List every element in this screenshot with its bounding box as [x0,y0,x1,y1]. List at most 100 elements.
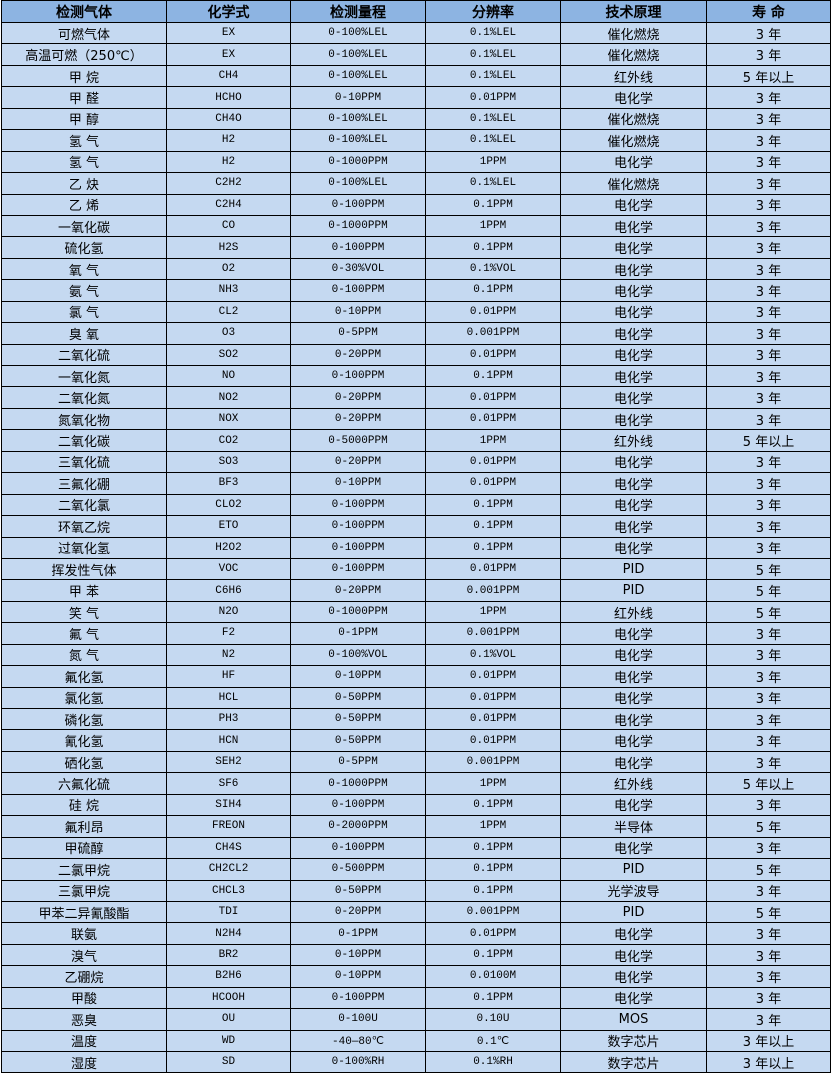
principle-cell: 电化学 [560,493,707,517]
formula-cell: EX [166,43,291,66]
principle-cell: 电化学 [560,965,707,988]
table-row: 甲酸 HCOOH 0-100PPM 0.1PPM 电化学 3 年 [1,986,831,1010]
gas-name-cell: 硫化氢 [1,236,167,259]
gas-name-cell: 六氟化硫 [1,772,167,795]
principle-cell: 电化学 [560,193,707,216]
principle-cell: 电化学 [560,279,707,302]
formula-cell: C2H4 [166,193,291,216]
table-row: 湿度 SD 0-100%RH 0.1%RH 数字芯片 3 年以上 [1,1050,831,1074]
lifetime-cell: 3 年 [706,965,831,988]
gas-name-cell: 乙 烯 [1,193,167,216]
lifetime-cell: 3 年 [706,343,831,367]
lifetime-cell: 3 年 [706,622,831,645]
gas-name-cell: 甲 醇 [1,107,167,131]
table-row: 氯化氢 HCL 0-50PPM 0.01PPM 电化学 3 年 [1,686,831,710]
gas-name-cell: 恶臭 [1,1008,167,1031]
lifetime-cell: 3 年 [706,665,831,688]
principle-cell: 红外线 [560,64,707,88]
formula-cell: ETO [166,515,291,538]
lifetime-cell: 3 年 [706,643,831,667]
formula-cell: BR2 [166,943,291,967]
principle-cell: 电化学 [560,150,707,174]
formula-cell: H2 [166,129,291,152]
gas-name-cell: 磷化氢 [1,707,167,731]
range-cell: 0-100PPM [290,493,426,517]
formula-cell: PH3 [166,707,291,731]
gas-name-cell: 氢 气 [1,129,167,152]
principle-cell: 半导体 [560,815,707,838]
formula-cell: CL2 [166,300,291,324]
resolution-cell: 1PPM [425,150,561,174]
header-principle: 技术原理 [560,0,707,23]
resolution-cell: 1PPM [425,214,561,238]
table-row: 一氧化碳 CO 0-1000PPM 1PPM 电化学 3 年 [1,214,831,238]
range-cell: 0-100PPM [290,515,426,538]
resolution-cell: 0.1PPM [425,986,561,1010]
gas-name-cell: 二氧化硫 [1,343,167,367]
gas-name-cell: 甲苯二异氰酸酯 [1,900,167,924]
gas-name-cell: 可燃气体 [1,21,167,45]
lifetime-cell: 3 年 [706,922,831,945]
table-row: 二氧化碳 CO2 0-5000PPM 1PPM 红外线 5 年以上 [1,429,831,452]
lifetime-cell: 3 年 [706,43,831,66]
gas-name-cell: 甲 醛 [1,86,167,109]
range-cell: 0-100PPM [290,536,426,559]
resolution-cell: 0.1PPM [425,279,561,302]
lifetime-cell: 3 年 [706,515,831,538]
formula-cell: NO [166,364,291,388]
resolution-cell: 0.1%VOL [425,257,561,281]
gas-name-cell: 一氧化碳 [1,214,167,238]
table-row: 溴气 BR2 0-10PPM 0.1PPM 电化学 3 年 [1,943,831,967]
range-cell: -40—80℃ [290,1029,426,1053]
gas-name-cell: 甲 苯 [1,579,167,602]
formula-cell: SF6 [166,772,291,795]
resolution-cell: 0.01PPM [425,557,561,581]
table-row: 氧 气 O2 0-30%VOL 0.1%VOL 电化学 3 年 [1,257,831,281]
table-row: 氮 气 N2 0-100%VOL 0.1%VOL 电化学 3 年 [1,643,831,667]
formula-cell: SD [166,1050,291,1074]
principle-cell: 电化学 [560,686,707,710]
principle-cell: 催化燃烧 [560,107,707,131]
resolution-cell: 0.01PPM [425,450,561,474]
table-row: 二氧化氯 CLO2 0-100PPM 0.1PPM 电化学 3 年 [1,493,831,517]
resolution-cell: 0.01PPM [425,300,561,324]
formula-cell: CLO2 [166,493,291,517]
lifetime-cell: 3 年 [706,172,831,195]
range-cell: 0-100PPM [290,793,426,817]
resolution-cell: 0.1PPM [425,536,561,559]
lifetime-cell: 3 年 [706,21,831,45]
principle-cell: 红外线 [560,600,707,624]
gas-name-cell: 氯化氢 [1,686,167,710]
lifetime-cell: 3 年以上 [706,1050,831,1074]
gas-name-cell: 氟 气 [1,622,167,645]
formula-cell: WD [166,1029,291,1053]
formula-cell: HCL [166,686,291,710]
resolution-cell: 1PPM [425,815,561,838]
range-cell: 0-100PPM [290,986,426,1010]
resolution-cell: 0.01PPM [425,472,561,495]
resolution-cell: 1PPM [425,429,561,452]
lifetime-cell: 3 年以上 [706,1029,831,1053]
table-row: 过氧化氢 H2O2 0-100PPM 0.1PPM 电化学 3 年 [1,536,831,559]
table-row: 氟 气 F2 0-1PPM 0.001PPM 电化学 3 年 [1,622,831,645]
lifetime-cell: 3 年 [706,986,831,1010]
table-row: 温度 WD -40—80℃ 0.1℃ 数字芯片 3 年以上 [1,1029,831,1053]
resolution-cell: 0.1%RH [425,1050,561,1074]
lifetime-cell: 3 年 [706,300,831,324]
range-cell: 0-100PPM [290,193,426,216]
formula-cell: HCHO [166,86,291,109]
principle-cell: 红外线 [560,429,707,452]
range-cell: 0-50PPM [290,686,426,710]
table-row: 六氟化硫 SF6 0-1000PPM 1PPM 红外线 5 年以上 [1,772,831,795]
gas-name-cell: 挥发性气体 [1,557,167,581]
range-cell: 0-50PPM [290,729,426,752]
resolution-cell: 0.1PPM [425,515,561,538]
principle-cell: PID [560,557,707,581]
lifetime-cell: 3 年 [706,279,831,302]
lifetime-cell: 5 年以上 [706,429,831,452]
principle-cell: 电化学 [560,986,707,1010]
table-row: 氟利昂 FREON 0-2000PPM 1PPM 半导体 5 年 [1,815,831,838]
principle-cell: 电化学 [560,386,707,409]
table-row: 二氧化氮 NO2 0-20PPM 0.01PPM 电化学 3 年 [1,386,831,409]
range-cell: 0-1PPM [290,622,426,645]
